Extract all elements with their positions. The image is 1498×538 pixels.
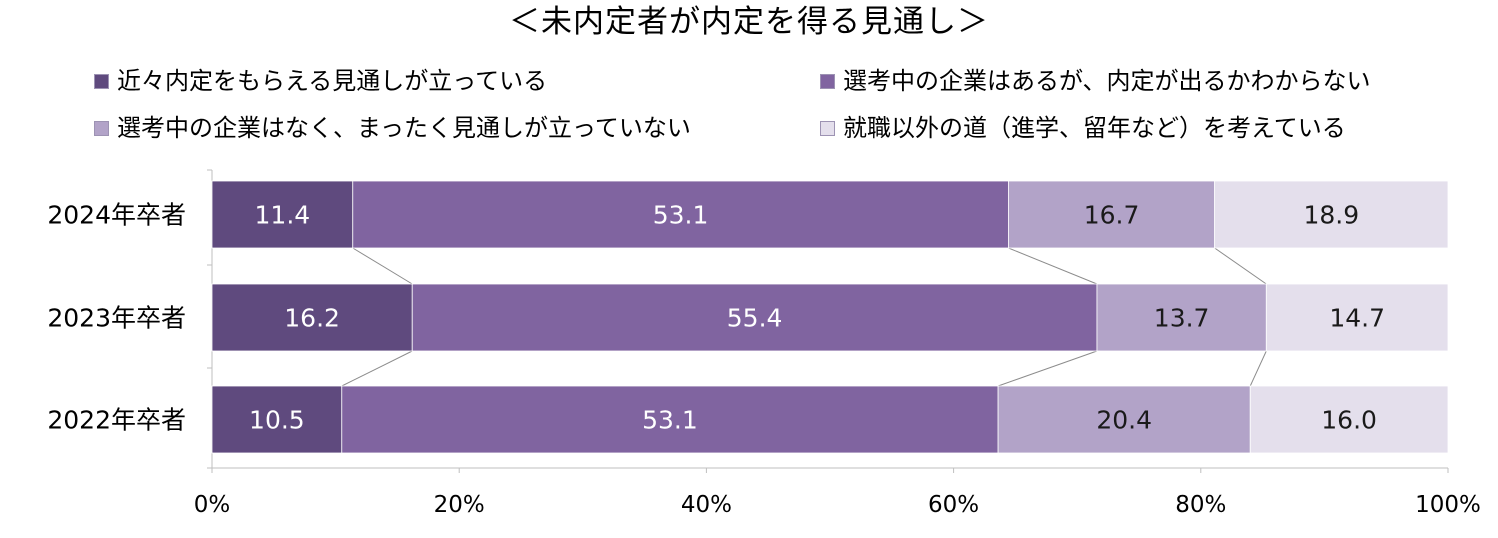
legend-label-1: 近々内定をもらえる見通しが立っている [117,67,548,95]
bar-segment-s4 [1214,180,1449,249]
bar-segment-s3 [997,385,1251,454]
legend-label-2: 選考中の企業はあるが、内定が出るかわからない [843,67,1371,95]
bar-segment-s1 [211,385,343,454]
x-tick-label: 40% [681,492,732,518]
category-label: 2024年卒者 [47,201,186,230]
legend-label-3: 選考中の企業はなく、まったく見通しが立っていない [117,114,691,142]
bar-segment-s3 [1096,283,1267,352]
x-tick-label: 20% [434,492,485,518]
bar-value-label: 18.9 [1303,201,1359,230]
bar-value-label: 53.1 [653,201,709,230]
legend-swatch-1 [94,73,109,89]
bar-segment-s1 [211,180,354,249]
legend-swatch-4 [820,120,835,136]
bar-segment-s2 [341,385,999,454]
bar-segment-s4 [1265,283,1449,352]
bar-segment-s3 [1008,180,1216,249]
legend-item-4: 就職以外の道（進学、留年など）を考えている [820,113,1346,143]
legend-label-4: 就職以外の道（進学、留年など）を考えている [843,114,1346,142]
bar-value-label: 53.1 [642,406,698,435]
series-line [352,247,413,285]
x-tick-label: 80% [1175,492,1226,518]
category-label: 2023年卒者 [47,304,186,333]
legend-item-2: 選考中の企業はあるが、内定が出るかわからない [820,66,1371,96]
bar-value-label: 55.4 [727,304,783,333]
legend-swatch-3 [94,120,109,136]
x-tick-label: 0% [194,492,231,518]
legend-item-3: 選考中の企業はなく、まったく見通しが立っていない [94,113,691,143]
series-line [997,350,1098,387]
legend-swatch-2 [820,73,835,89]
bar-value-label: 14.7 [1329,304,1385,333]
x-tick-label: 60% [928,492,979,518]
chart-title: ＜未内定者が内定を得る見通し＞ [509,4,989,40]
series-line [1249,350,1267,387]
bar-segment-s4 [1249,385,1449,454]
bar-value-label: 13.7 [1154,304,1210,333]
bar-value-label: 20.4 [1096,406,1152,435]
series-line [1008,247,1098,285]
legend-item-1: 近々内定をもらえる見通しが立っている [94,66,547,96]
bar-value-label: 10.5 [249,406,305,435]
bar-value-label: 16.0 [1321,406,1377,435]
bar-segment-s1 [211,283,413,352]
category-label: 2022年卒者 [47,406,186,435]
x-tick-label: 100% [1415,492,1481,518]
series-line [341,350,413,387]
bar-segment-s2 [411,283,1098,352]
bar-value-label: 16.2 [284,304,340,333]
series-line [1214,247,1267,285]
bar-value-label: 16.7 [1084,201,1140,230]
bar-value-label: 11.4 [255,201,311,230]
